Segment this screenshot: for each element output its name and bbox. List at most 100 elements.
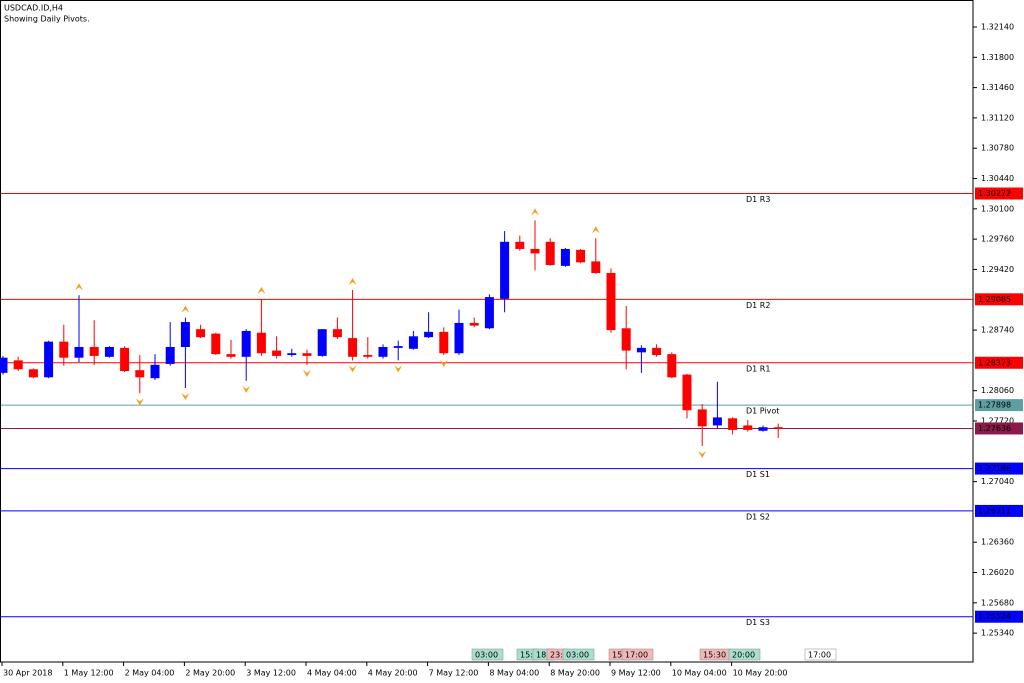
y-tick-label: 1.27720 <box>981 416 1014 425</box>
x-tick-label: 9 May 12:00 <box>611 669 661 678</box>
candle-body <box>0 357 8 373</box>
pivot-value: 1.28373 <box>978 358 1011 367</box>
x-tick-label: 30 Apr 2018 <box>3 669 52 678</box>
candle-body <box>743 425 753 430</box>
fractal-down <box>135 398 144 406</box>
fractal-up <box>75 283 83 291</box>
session-box <box>804 648 837 661</box>
pivot-value: 1.29085 <box>978 295 1011 304</box>
y-tick-label: 1.26360 <box>981 538 1014 547</box>
candle-body <box>302 353 312 356</box>
fractal-down <box>439 360 448 368</box>
candle-body <box>454 322 464 354</box>
x-tick-label: 8 May 20:00 <box>550 669 600 678</box>
candle-body <box>393 346 403 348</box>
session-label: 18: <box>536 651 549 660</box>
x-tick-label: 8 May 04:00 <box>489 669 539 678</box>
fractal-up <box>181 305 190 313</box>
candle-body <box>196 329 206 338</box>
fractal-down <box>181 393 190 401</box>
candle-body <box>59 341 69 358</box>
pivot-value: 1.30272 <box>978 189 1011 198</box>
y-tick-label: 1.26020 <box>981 568 1014 577</box>
fractal-down <box>303 369 311 377</box>
x-tick-label: 10 May 04:00 <box>672 669 727 678</box>
candle-body <box>621 328 631 351</box>
pivot-value-box <box>975 399 1023 412</box>
session-label: 03:00 <box>566 651 589 660</box>
candle-body <box>469 322 479 326</box>
plot-frame <box>0 0 974 663</box>
x-tick-label: 2 May 20:00 <box>185 669 235 678</box>
session-label: 20:00 <box>732 651 755 660</box>
candle-body <box>697 409 707 427</box>
x-tick-label: 4 May 20:00 <box>368 669 418 678</box>
candle-body <box>348 338 358 357</box>
session-label: 15: <box>612 651 625 660</box>
candle-body <box>378 346 388 357</box>
y-tick-label: 1.27040 <box>981 477 1014 486</box>
fractal-up <box>531 208 539 216</box>
y-tick-label: 1.29420 <box>981 265 1014 274</box>
session-label: 17:00 <box>625 651 648 660</box>
pivot-value: 1.26711 <box>978 506 1011 515</box>
candle-body <box>44 341 54 378</box>
candle-body <box>636 347 646 353</box>
candle-body <box>226 354 236 357</box>
candle-body <box>28 369 38 378</box>
pivot-value: 1.25524 <box>978 612 1011 621</box>
y-tick-label: 1.31460 <box>981 83 1014 92</box>
x-tick-label: 4 May 04:00 <box>307 669 357 678</box>
fractal-up <box>257 286 266 294</box>
pivot-name: D1 S2 <box>746 512 770 521</box>
candle-body <box>712 417 722 426</box>
candle-body <box>408 336 418 349</box>
candle-body <box>545 241 555 265</box>
fractal-down <box>394 365 403 373</box>
y-tick-label: 1.31800 <box>981 53 1014 62</box>
candle-body <box>363 355 373 357</box>
candle-body <box>500 241 510 299</box>
y-tick-label: 1.30100 <box>981 204 1014 213</box>
fractal-up <box>591 226 600 234</box>
chart-title: USDCAD.ID,H4 <box>4 4 63 13</box>
pivot-value-box <box>975 504 1023 517</box>
y-tick-label: 1.25340 <box>981 629 1014 638</box>
pivot-value-box <box>975 187 1023 200</box>
candle-body <box>515 241 525 249</box>
candle-body <box>104 346 114 357</box>
candle-body <box>120 347 130 372</box>
candle-body <box>606 273 616 331</box>
candle-body <box>332 329 342 338</box>
candle-body <box>150 364 160 379</box>
x-tick-label: 10 May 20:00 <box>733 669 788 678</box>
session-label: 17:00 <box>808 651 831 660</box>
x-tick-label: 1 May 12:00 <box>64 669 114 678</box>
pivot-value-box <box>975 462 1023 475</box>
candle-body <box>135 370 145 378</box>
candle-body <box>241 330 251 357</box>
candle-body <box>256 332 266 354</box>
pivot-value-box <box>975 293 1023 306</box>
fractal-down <box>698 450 707 458</box>
pivot-value: 1.27898 <box>978 401 1011 410</box>
candle-body <box>773 427 783 429</box>
pivot-value-box <box>975 610 1023 623</box>
x-tick-label: 3 May 12:00 <box>246 669 296 678</box>
fractal-up <box>348 277 357 285</box>
candle-body <box>439 331 449 354</box>
session-label: 03:00 <box>475 651 498 660</box>
candle-body <box>272 350 282 356</box>
candle-body <box>560 248 570 266</box>
candle-body <box>165 346 175 364</box>
candle-body <box>211 333 221 355</box>
pivot-name: D1 S1 <box>746 470 770 479</box>
y-tick-label: 1.32140 <box>981 23 1014 32</box>
pivot-value: 1.27186 <box>978 464 1011 473</box>
candle-body <box>180 322 190 347</box>
session-box <box>728 648 761 661</box>
session-box <box>471 648 504 661</box>
candle-body <box>74 346 84 358</box>
pivot-name: D1 R2 <box>746 301 770 310</box>
